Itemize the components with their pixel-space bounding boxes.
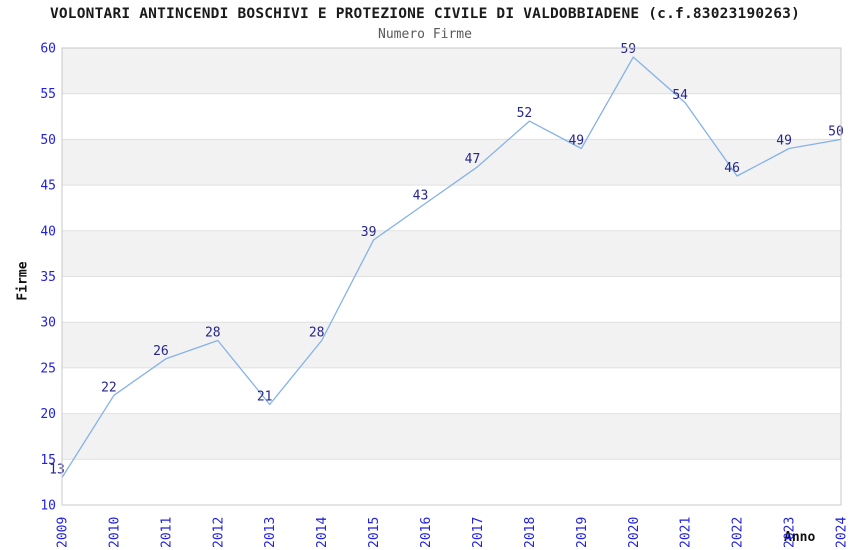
x-tick-label: 2018 [523, 517, 538, 548]
y-tick-label: 10 [40, 499, 56, 514]
x-tick-label: 2020 [627, 517, 642, 548]
x-tick-label: 2012 [211, 517, 226, 548]
plot-band [62, 139, 841, 186]
point-label: 49 [568, 134, 584, 149]
y-tick-label: 20 [40, 407, 56, 422]
chart-title: VOLONTARI ANTINCENDI BOSCHIVI E PROTEZIO… [49, 6, 801, 22]
y-tick-label: 55 [40, 87, 56, 102]
x-tick-label: 2010 [107, 517, 122, 548]
y-tick-label: 15 [40, 453, 56, 468]
point-label: 52 [517, 106, 533, 121]
x-tick-label: 2022 [731, 517, 746, 548]
x-tick-label: 2015 [367, 517, 382, 548]
x-tick-label: 2009 [56, 517, 71, 548]
point-label: 39 [361, 225, 377, 240]
point-label: 22 [101, 380, 117, 395]
x-tick-label: 2014 [315, 517, 330, 548]
y-tick-label: 60 [40, 42, 56, 57]
point-label: 28 [309, 326, 325, 341]
data-line [61, 56, 842, 478]
x-tick-label: 2016 [419, 517, 434, 548]
point-label: 43 [413, 188, 429, 203]
point-label: 21 [257, 390, 273, 405]
y-tick-label: 30 [40, 316, 56, 331]
point-label: 50 [828, 124, 844, 139]
plot-band [62, 230, 841, 277]
y-tick-label: 40 [40, 224, 56, 239]
y-tick-label: 25 [40, 361, 56, 376]
x-tick-label: 2017 [471, 517, 486, 548]
point-label: 54 [672, 88, 688, 103]
point-label: 28 [205, 326, 221, 341]
y-tick-label: 45 [40, 179, 56, 194]
x-tick-label: 2023 [783, 517, 798, 548]
plot-band [62, 48, 841, 94]
chart-subtitle: Numero Firme [378, 27, 472, 42]
x-tick-label: 2013 [263, 517, 278, 548]
x-tick-label: 2021 [679, 517, 694, 548]
x-axis-title: Anno [784, 530, 816, 545]
point-label: 46 [724, 161, 740, 176]
plot-band [62, 322, 841, 368]
plot-border [61, 47, 842, 506]
x-tick-label: 2011 [159, 517, 174, 548]
y-tick-label: 50 [40, 133, 56, 148]
point-label: 49 [776, 134, 792, 149]
point-label: 59 [620, 42, 636, 57]
y-tick-label: 35 [40, 270, 56, 285]
point-label: 13 [49, 463, 65, 478]
x-tick-label: 2019 [575, 517, 590, 548]
point-label: 26 [153, 344, 169, 359]
point-label: 47 [465, 152, 481, 167]
plot-band [62, 413, 841, 460]
x-tick-label: 2024 [835, 517, 850, 548]
